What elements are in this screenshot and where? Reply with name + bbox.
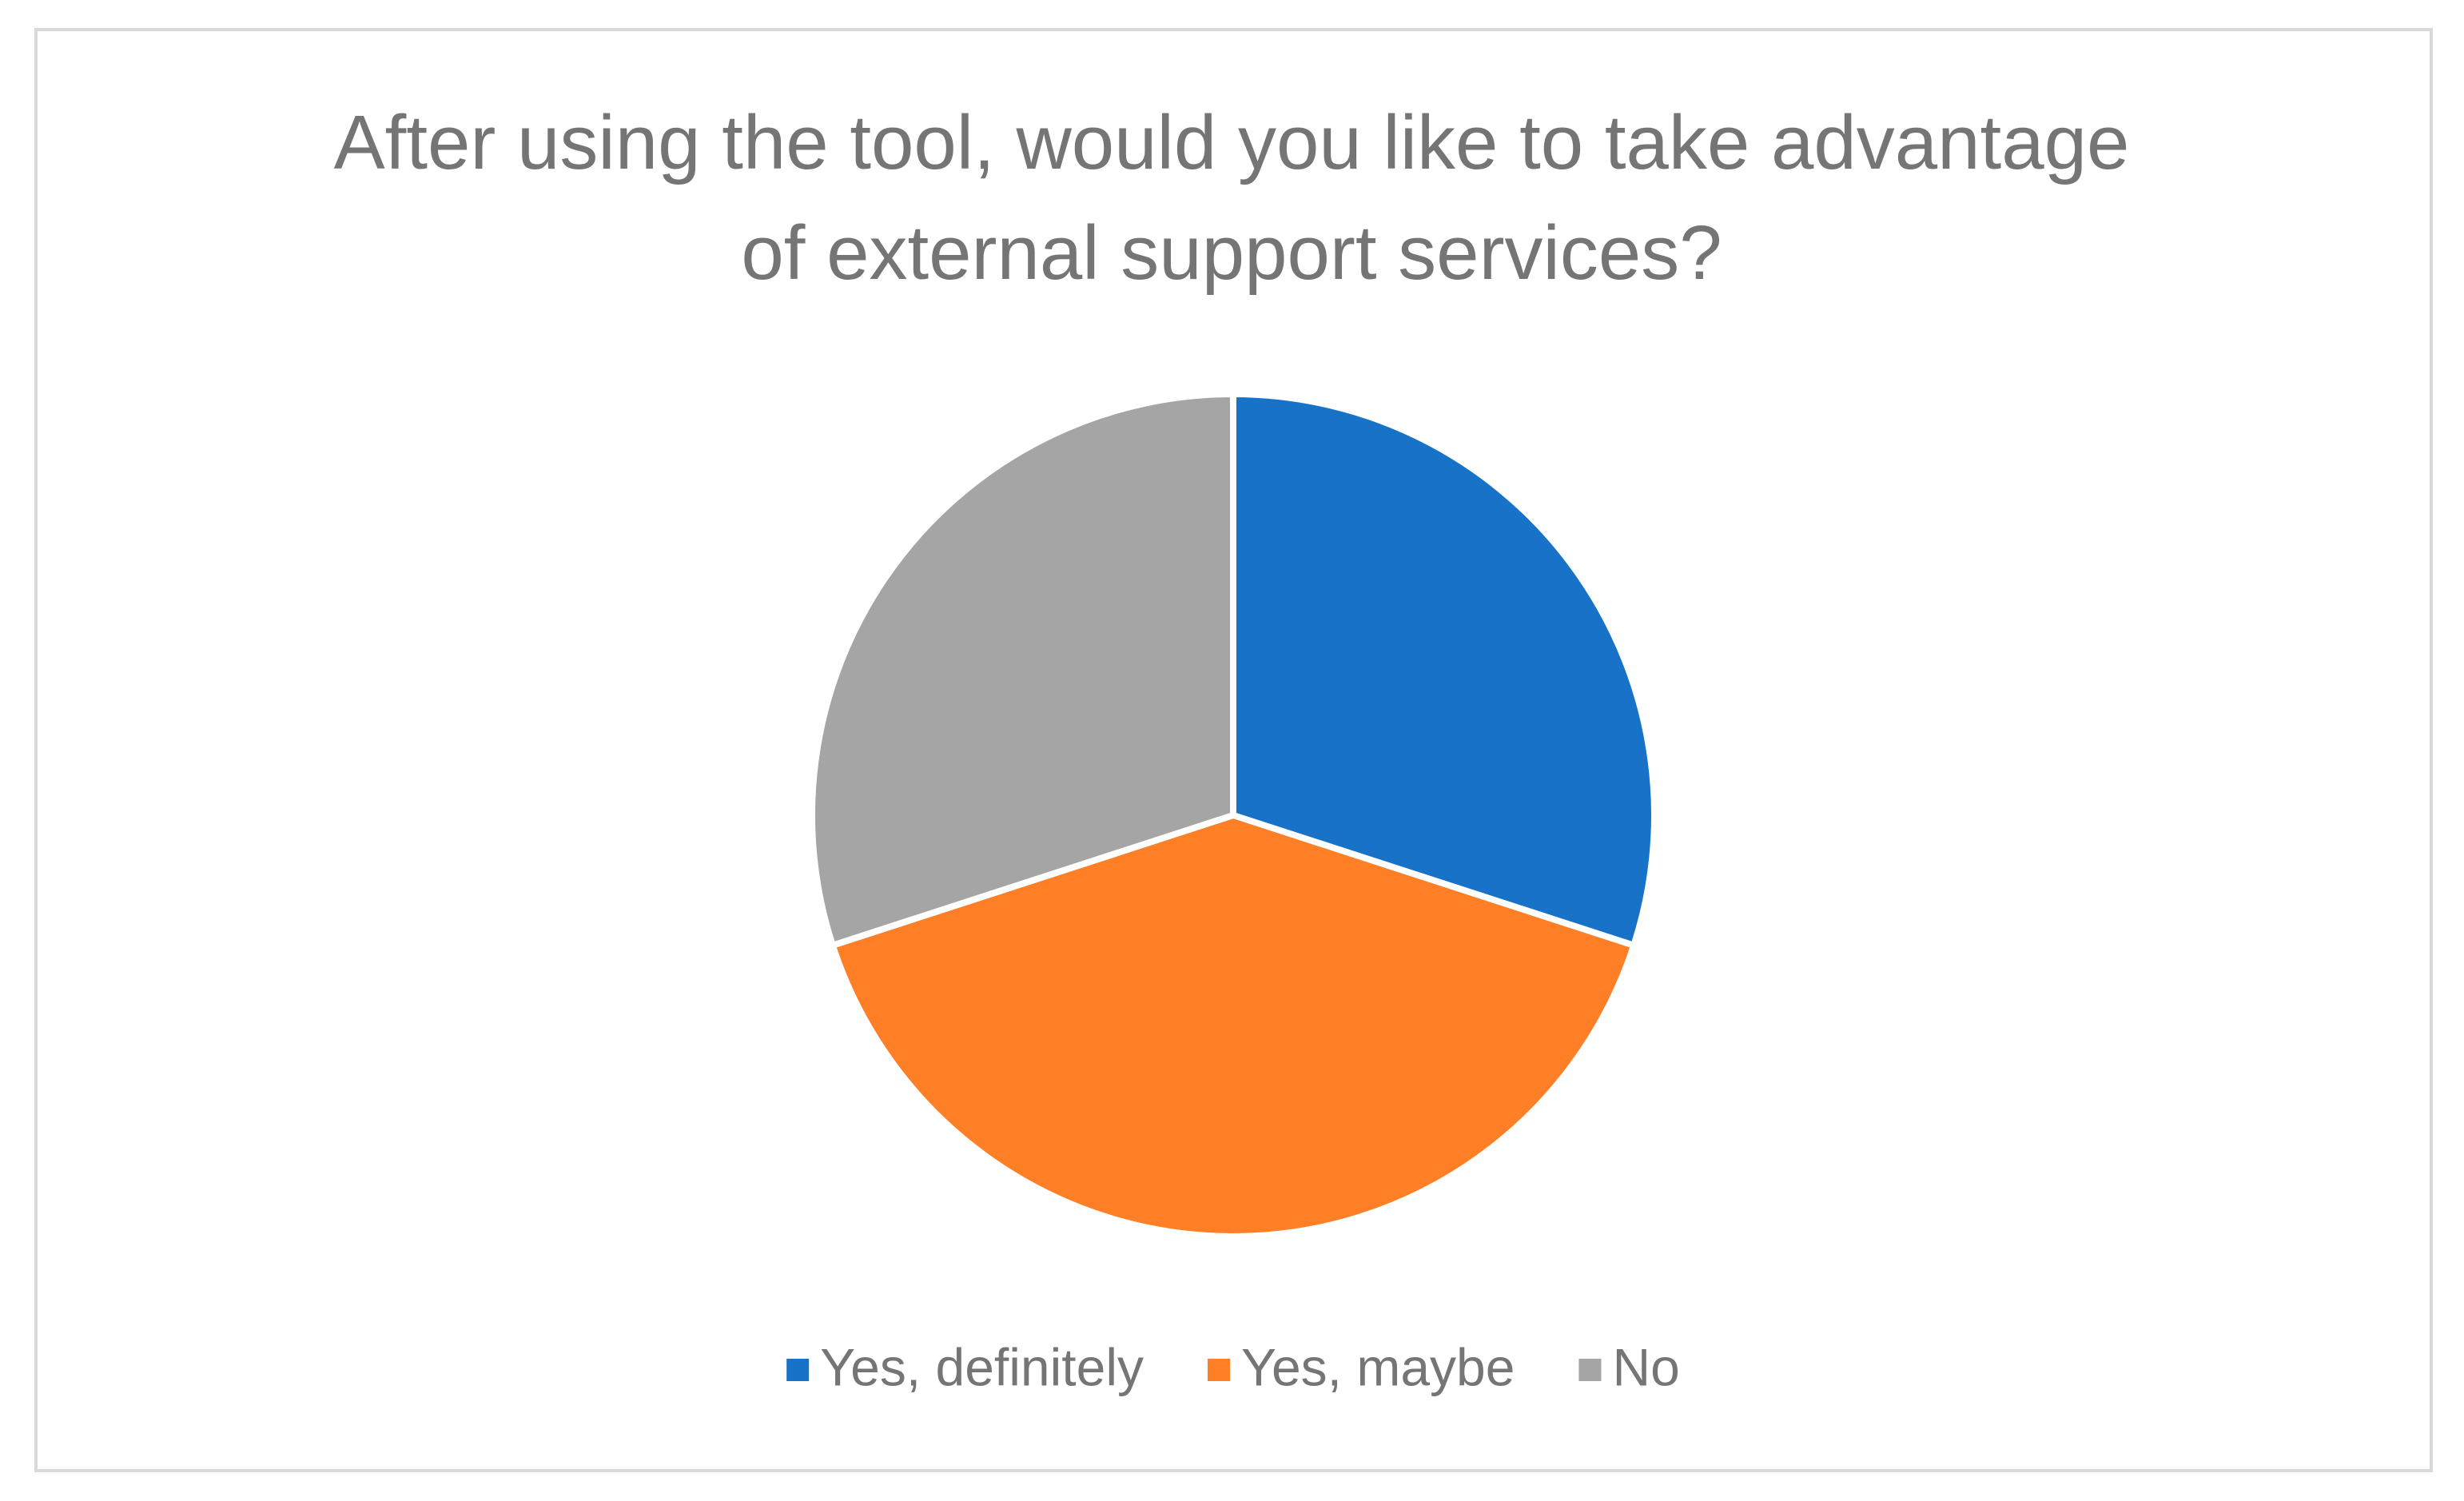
legend-label: No — [1612, 1337, 1679, 1396]
pie-slice — [809, 391, 1236, 949]
chart-frame — [34, 28, 2433, 1472]
legend-label: Yes, definitely — [820, 1337, 1144, 1396]
pie-slice — [829, 812, 1638, 1240]
pie-slice — [1230, 391, 1658, 949]
legend-swatch — [1208, 1359, 1231, 1381]
chart-title: After using the tool, would you like to … — [333, 100, 2130, 296]
legend-swatch — [1578, 1359, 1602, 1381]
legend-label: Yes, maybe — [1241, 1337, 1515, 1396]
legend-swatch — [786, 1359, 810, 1381]
